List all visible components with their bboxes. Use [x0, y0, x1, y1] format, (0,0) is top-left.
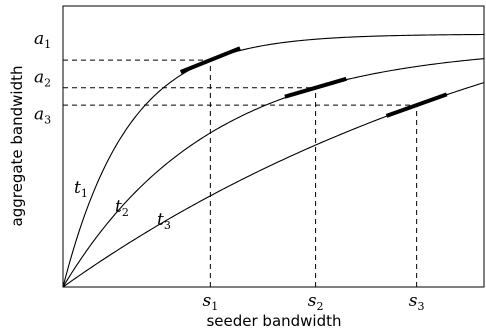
- curve-t2: [62, 58, 485, 288]
- curve-label-t3: t3: [157, 210, 171, 232]
- y-tick-label-a2: a2: [34, 68, 51, 90]
- tick-labels: s1 s2 s3 a1 a2 a3 t1 t2 t3: [34, 29, 425, 313]
- x-tick-label-s3: s3: [409, 291, 425, 313]
- x-tick-label-s2: s2: [308, 291, 324, 313]
- tangent-t2: [284, 76, 347, 99]
- y-axis-label: aggregate bandwidth: [8, 66, 26, 227]
- guide-lines: [63, 59, 418, 287]
- y-tick-label-a1: a1: [34, 29, 51, 51]
- curve-t3: [62, 82, 485, 288]
- tangent-t1: [179, 46, 241, 74]
- y-tick-label-a3: a3: [34, 105, 51, 127]
- curve-t1: [62, 33, 485, 288]
- plot-frame: [62, 5, 485, 288]
- x-tick-label-s1: s1: [202, 291, 218, 313]
- tangent-segments: [179, 46, 448, 118]
- x-axis-label: seeder bandwidth: [206, 312, 341, 330]
- curves: [62, 33, 485, 288]
- curve-label-t1: t1: [74, 178, 88, 200]
- tangent-t3: [385, 92, 448, 118]
- curve-label-t2: t2: [115, 197, 129, 219]
